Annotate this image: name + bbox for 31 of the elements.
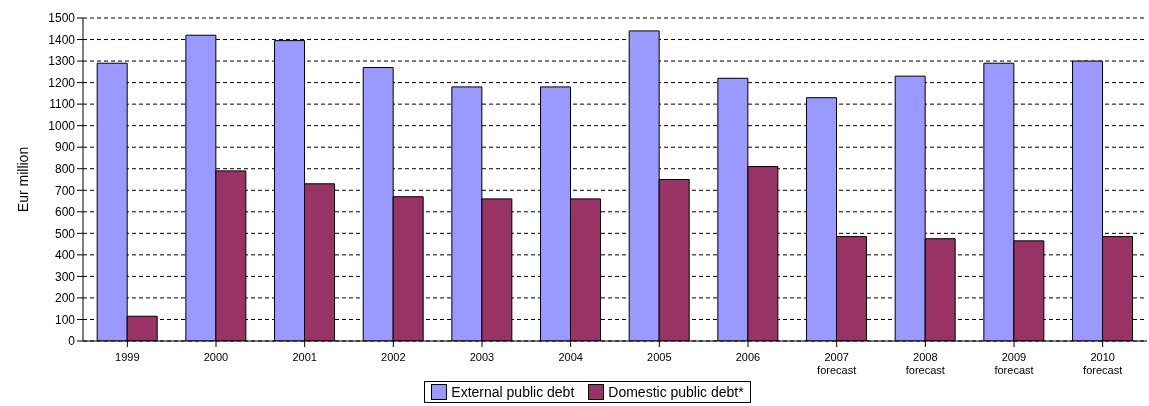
x-tick-label: 2010 forecast — [1083, 351, 1123, 376]
x-tick-label: 2001 — [292, 351, 317, 363]
x-tick-label: 2002 — [381, 351, 406, 363]
y-tick-label: 800 — [54, 161, 76, 176]
y-tick-label: 1300 — [48, 54, 76, 69]
y-axis-title: Eur million — [14, 146, 31, 213]
y-tick-label: 400 — [54, 248, 76, 263]
x-tick-label: 1999 — [115, 351, 140, 363]
y-tick-label: 600 — [54, 205, 76, 220]
y-tick-label: 1500 — [48, 11, 76, 26]
y-tick-label: 1200 — [48, 75, 76, 90]
y-tick-label: 1400 — [48, 32, 76, 47]
x-tick-label: 2003 — [469, 351, 495, 363]
x-tick-label: 2000 — [203, 351, 229, 363]
y-tick-label: 500 — [54, 226, 76, 241]
x-tick-label: 2005 — [647, 351, 672, 363]
y-tick-label: 200 — [54, 291, 76, 306]
x-tick-label: 2009 forecast — [994, 351, 1034, 376]
y-tick-label: 0 — [68, 334, 76, 349]
y-tick-label: 1000 — [48, 118, 76, 133]
y-tick-label: 1100 — [49, 97, 76, 112]
x-tick-label: 2008 forecast — [905, 351, 945, 376]
y-tick-label: 300 — [54, 269, 76, 284]
y-tick-label: 900 — [54, 140, 76, 155]
legend-label: External public debt — [450, 384, 575, 400]
x-tick-label: 2004 — [558, 351, 583, 363]
legend-label: Domestic public debt* — [607, 384, 744, 400]
y-tick-label: 700 — [54, 183, 76, 198]
x-tick-label: 2006 — [735, 351, 761, 363]
x-tick-label: 2007 forecast — [817, 351, 857, 376]
y-tick-label: 100 — [54, 312, 76, 327]
